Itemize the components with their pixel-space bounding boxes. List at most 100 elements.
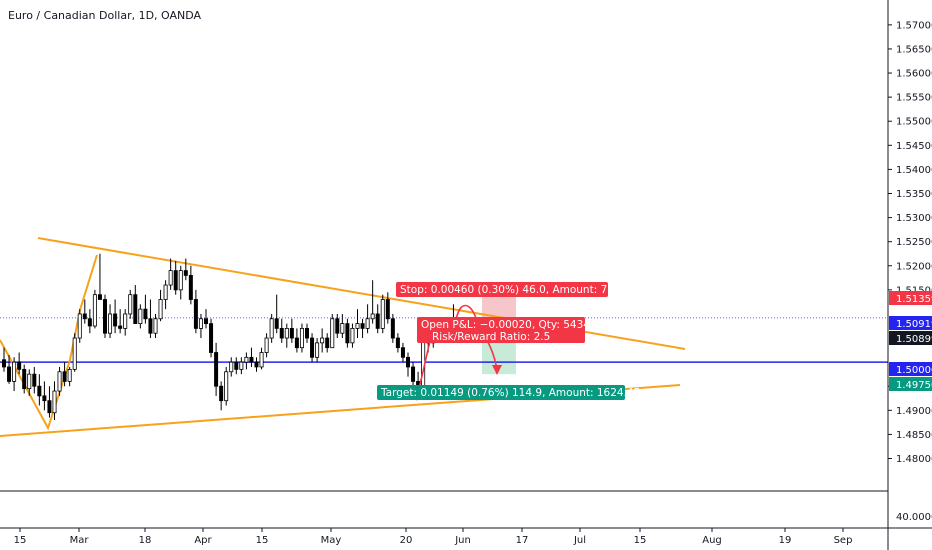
candle xyxy=(209,318,214,358)
stop-label-box[interactable]: Stop: 0.00460 (0.30%) 46.0, Amount: 750 xyxy=(396,282,621,297)
candle xyxy=(340,313,345,339)
candle-body xyxy=(289,328,294,339)
time-scale[interactable]: 15 Mar 18 Apr 15 May 20 Jun 17 Jul 15 Aug 19 Sep xyxy=(14,528,853,546)
candle xyxy=(320,328,325,353)
candle xyxy=(289,318,294,343)
candle xyxy=(284,323,289,348)
candle-body xyxy=(345,323,350,344)
svg-text:1.50919: 1.50919 xyxy=(896,319,932,330)
candle-body xyxy=(385,299,390,320)
candle xyxy=(411,362,416,387)
candle xyxy=(405,352,410,377)
candle xyxy=(37,374,42,406)
candle-body xyxy=(128,294,133,315)
candle-body xyxy=(355,323,360,329)
time-tick-label: Jun xyxy=(454,535,471,546)
candle-body xyxy=(67,368,72,382)
open-pnl-box[interactable]: Open P&L: −0.00020, Qty: 54347 Risk/Rewa… xyxy=(417,317,597,343)
candle xyxy=(133,285,138,324)
price-tick-label: 1.52000 xyxy=(896,261,932,272)
candle xyxy=(274,294,279,334)
candle xyxy=(234,357,239,375)
candle xyxy=(108,304,113,339)
candle xyxy=(77,309,82,343)
chart-title: Euro / Canadian Dollar, 1D, OANDA xyxy=(8,9,202,22)
candle-body xyxy=(47,400,52,414)
candle xyxy=(27,369,32,396)
candle xyxy=(325,333,330,353)
time-tick-label: Apr xyxy=(194,535,212,546)
candle-body xyxy=(340,323,345,334)
candle xyxy=(193,289,198,334)
candle xyxy=(380,294,385,334)
candle xyxy=(82,299,87,324)
candle xyxy=(148,299,153,339)
zigzag-pattern[interactable] xyxy=(0,254,98,431)
candle xyxy=(279,318,284,343)
candle-body xyxy=(405,356,410,368)
risk-reward-label: Risk/Reward Ratio: 2.5 xyxy=(432,331,550,343)
time-tick-label: 15 xyxy=(14,535,27,546)
candle xyxy=(138,304,143,329)
price-tick-label: 1.54000 xyxy=(896,165,932,176)
candle xyxy=(360,318,365,339)
candle-body xyxy=(214,352,219,387)
candle-body xyxy=(12,361,17,382)
svg-text:1.49750: 1.49750 xyxy=(896,380,932,391)
candle-body xyxy=(72,337,77,370)
candle xyxy=(62,362,67,387)
candle xyxy=(310,333,315,363)
candle xyxy=(385,292,390,324)
candle xyxy=(97,253,102,300)
candle-body xyxy=(395,337,400,349)
price-tick-label: 1.53500 xyxy=(896,189,932,200)
candle-body xyxy=(294,337,299,349)
candle-body xyxy=(37,385,42,397)
candle xyxy=(264,333,269,358)
target-price-tag: 1.49750 xyxy=(889,377,932,391)
candle-body xyxy=(219,385,224,402)
candle-body xyxy=(244,356,249,363)
candle xyxy=(92,289,97,329)
candle xyxy=(249,347,254,367)
candle xyxy=(198,313,203,339)
candle xyxy=(57,366,62,396)
candle-body xyxy=(158,299,163,320)
candle-body xyxy=(57,371,62,392)
candle-body xyxy=(400,347,405,358)
candle xyxy=(178,265,183,300)
stop-zone[interactable] xyxy=(482,296,516,318)
candle xyxy=(163,280,168,310)
candle xyxy=(7,354,12,384)
target-label-box[interactable]: Target: 0.01149 (0.76%) 114.9, Amount: 1… xyxy=(377,385,640,400)
candle-body xyxy=(390,318,395,339)
candle xyxy=(72,333,77,372)
price-tick-label: 1.48500 xyxy=(896,430,932,441)
candle xyxy=(345,318,350,348)
candle-body xyxy=(163,284,168,300)
candle-body xyxy=(259,352,264,368)
candle-body xyxy=(42,395,47,402)
oscillator-scale-label: 40.0000 xyxy=(896,512,932,523)
candle-body xyxy=(299,328,304,349)
candle xyxy=(47,386,52,418)
candle-body xyxy=(82,313,87,320)
candle xyxy=(2,347,7,372)
candle-body xyxy=(2,359,7,368)
candle xyxy=(219,381,224,411)
candle xyxy=(128,289,133,319)
candle-body xyxy=(325,337,330,349)
candle-body xyxy=(365,318,370,329)
candle-body xyxy=(27,373,32,390)
candle xyxy=(244,352,249,370)
candle-body xyxy=(264,337,269,353)
last-price-tag: 1.50899 xyxy=(889,331,932,345)
candle-body xyxy=(274,318,279,329)
candle-body xyxy=(188,275,193,300)
candle-body xyxy=(335,318,340,334)
candle xyxy=(365,304,370,334)
time-tick-label: 15 xyxy=(256,535,269,546)
candle-body xyxy=(183,270,188,276)
candle-body xyxy=(62,371,67,382)
